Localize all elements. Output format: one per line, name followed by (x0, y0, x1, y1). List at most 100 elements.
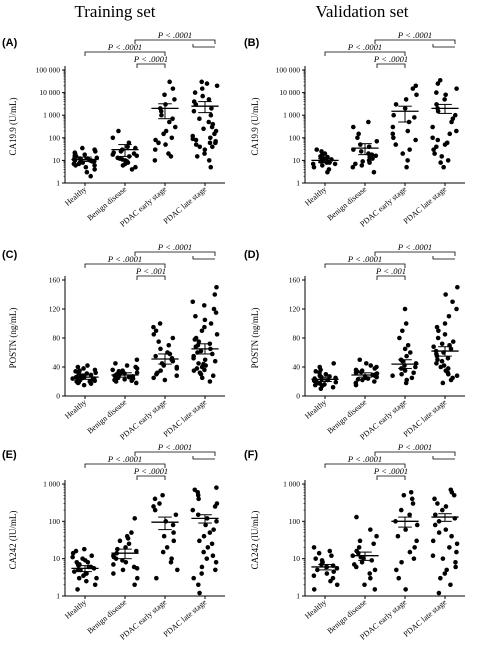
data-point (372, 587, 378, 592)
y-axis-label: POSTN (ng/mL) (250, 308, 260, 369)
data-point (322, 382, 327, 387)
data-point (413, 364, 418, 370)
data-point (169, 556, 174, 561)
data-point (374, 139, 380, 144)
data-point (430, 124, 435, 130)
data-point (213, 567, 218, 573)
data-point (73, 548, 79, 554)
data-point (450, 299, 455, 305)
y-tick-label: 0 (56, 392, 60, 401)
data-point (448, 582, 453, 588)
data-point (173, 512, 179, 518)
data-point (81, 366, 86, 371)
category-label: PDAC late stage (162, 184, 209, 225)
data-point (197, 144, 203, 150)
data-point (111, 571, 116, 576)
data-point (110, 135, 116, 141)
data-point (326, 167, 332, 172)
data-point (163, 142, 168, 147)
data-point (209, 541, 215, 547)
p-value-label: P < .0001 (107, 42, 142, 52)
y-tick-label: 100 000 (36, 66, 61, 75)
data-point (73, 369, 78, 374)
data-point (74, 559, 80, 565)
data-point (331, 361, 336, 366)
data-point (214, 485, 219, 490)
data-point (448, 346, 454, 352)
category-label: Benign disease (326, 184, 369, 222)
data-point (316, 550, 322, 556)
data-point (124, 533, 130, 539)
data-point (371, 169, 377, 175)
data-point (446, 313, 452, 319)
data-point (207, 530, 213, 535)
data-point (441, 164, 446, 170)
data-point (206, 97, 212, 102)
data-point (126, 140, 132, 146)
data-point (208, 164, 214, 170)
data-point (157, 501, 162, 506)
data-point (355, 377, 361, 382)
data-point (212, 292, 218, 297)
panel-3: (C) 0 40 80 120 160 POSTN (ng/mL) HealthyBenign… (2, 242, 225, 442)
data-point (123, 559, 129, 565)
data-point (431, 344, 436, 350)
data-point (430, 553, 436, 559)
data-point (397, 335, 402, 341)
data-point (393, 102, 399, 107)
data-point (111, 150, 116, 155)
data-point (359, 163, 365, 168)
data-point (116, 128, 121, 134)
data-point (443, 92, 448, 98)
data-point (317, 364, 323, 370)
y-tick-label: 1 000 (43, 480, 60, 489)
data-point (214, 501, 220, 506)
category-label: Benign disease (86, 184, 129, 222)
data-point (358, 142, 363, 147)
data-point (212, 358, 218, 364)
data-point (351, 562, 357, 567)
data-point (390, 131, 396, 137)
data-point (193, 335, 199, 341)
data-point (207, 379, 213, 384)
panel-letter: (F) (244, 449, 258, 461)
data-point (196, 339, 202, 344)
data-point (403, 527, 408, 532)
y-tick-label: 40 (293, 363, 301, 372)
category-label: PDAC late stage (402, 597, 449, 638)
data-point (153, 137, 158, 143)
p-value-label: P < .0001 (157, 242, 192, 252)
data-point (359, 368, 365, 373)
data-point (214, 519, 219, 524)
y-axis-label: CA19.9 (U/mL) (250, 98, 260, 156)
data-point (453, 564, 458, 570)
data-point (131, 564, 137, 570)
category-label: Benign disease (86, 597, 129, 635)
data-point (199, 375, 205, 381)
data-point (197, 370, 203, 376)
data-point (132, 516, 138, 521)
data-point (159, 361, 165, 366)
data-point (171, 530, 176, 535)
data-point (402, 306, 408, 312)
significance-bracket-sub (192, 256, 215, 260)
data-point (407, 147, 412, 152)
y-tick-label: 100 000 (276, 66, 301, 75)
p-value-label: P < .0001 (397, 242, 432, 252)
data-point (205, 545, 211, 550)
panel-2: (B) 1 10 100 1 000 10 000 100 000 CA19.9 (U/mL)… (244, 30, 465, 229)
p-value-label: P < .0001 (373, 54, 408, 64)
data-point (89, 553, 95, 559)
y-tick-label: 10 (293, 156, 301, 165)
p-value-label: P < .0001 (397, 30, 432, 40)
significance-bracket (136, 63, 166, 68)
data-point (153, 328, 159, 334)
significance-bracket (376, 475, 406, 480)
p-value-label: P < .0001 (347, 454, 382, 464)
data-point (452, 112, 458, 118)
data-point (210, 144, 215, 150)
significance-bracket-sub (432, 456, 455, 460)
data-point (204, 81, 210, 86)
category-label: PDAC late stage (402, 184, 449, 225)
data-point (193, 313, 198, 319)
